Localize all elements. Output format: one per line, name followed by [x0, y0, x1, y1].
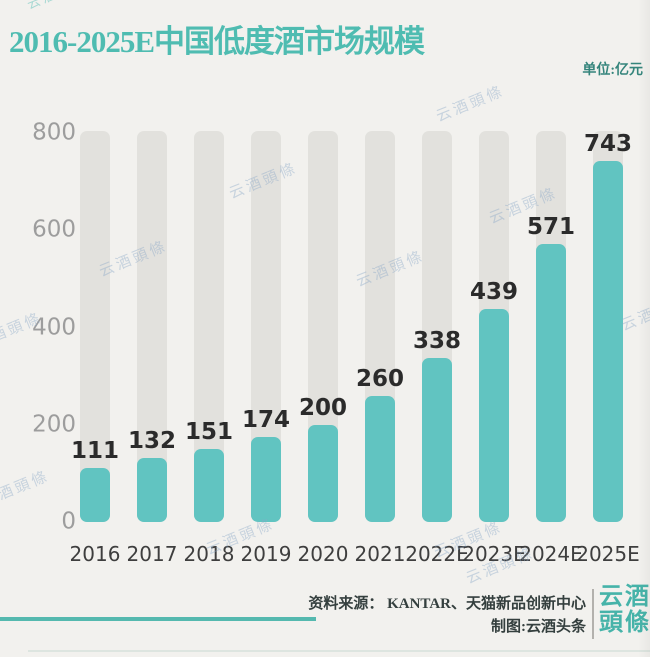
- bar-fill: [194, 449, 224, 522]
- bar-fill: [80, 468, 110, 522]
- x-axis-label: 2018: [183, 542, 235, 566]
- brand-logo-line1: 云酒: [599, 584, 650, 610]
- x-axis-label: 2023E: [462, 542, 526, 566]
- bar-value-label: 439: [469, 279, 518, 305]
- source-text: 资料来源： KANTAR、天猫新品创新中心: [308, 596, 586, 612]
- chart-title: 2016-2025E中国低度酒市场规模: [9, 24, 425, 59]
- x-axis-label: 2016: [69, 542, 121, 566]
- bar-value-label: 174: [241, 407, 290, 433]
- bottom-edge-line: [28, 650, 650, 652]
- bar-fill: [251, 437, 281, 522]
- watermark-top-fragment: 云酒: [24, 0, 61, 13]
- bar-value-label: 111: [70, 438, 119, 464]
- footer-accent-rule: [0, 617, 316, 621]
- x-axis-label: 2022E: [405, 542, 469, 566]
- footer-divider: [592, 589, 594, 639]
- x-axis-label: 2020: [297, 542, 349, 566]
- bar-value-label: 260: [355, 366, 404, 392]
- bar-value-label: 338: [412, 328, 461, 354]
- brand-logo: 云酒 頭條: [599, 584, 650, 636]
- y-axis-label: 200: [32, 411, 76, 438]
- y-axis-label: 600: [32, 216, 76, 243]
- y-axis-label: 800: [32, 119, 76, 146]
- bar-fill: [137, 458, 167, 522]
- bar-track: [137, 131, 167, 522]
- bar-fill: [536, 244, 566, 522]
- y-axis-label: 0: [61, 508, 76, 535]
- unit-label: 单位:亿元: [582, 63, 643, 78]
- bar-value-label: 200: [298, 395, 347, 421]
- bar-track: [80, 131, 110, 522]
- credit-text: 制图:云酒头条: [491, 619, 586, 635]
- x-axis-label: 2025E: [576, 542, 640, 566]
- bar-fill: [479, 309, 509, 522]
- x-axis-label: 2017: [126, 542, 178, 566]
- bar-value-label: 743: [583, 131, 632, 157]
- bar-fill: [593, 161, 623, 522]
- bar-fill: [365, 396, 395, 522]
- brand-logo-line2: 頭條: [599, 610, 650, 636]
- bar-fill: [308, 425, 338, 522]
- watermark: 云酒頭條: [434, 83, 507, 126]
- bar-value-label: 151: [184, 419, 233, 445]
- x-axis-label: 2024E: [519, 542, 583, 566]
- bar-fill: [422, 358, 452, 522]
- watermark: 云酒頭條: [0, 468, 52, 511]
- y-axis-label: 400: [32, 314, 76, 340]
- bar-value-label: 132: [127, 428, 176, 454]
- bar-value-label: 571: [526, 214, 575, 240]
- x-axis-label: 2021: [354, 542, 406, 566]
- x-axis-label: 2019: [240, 542, 292, 566]
